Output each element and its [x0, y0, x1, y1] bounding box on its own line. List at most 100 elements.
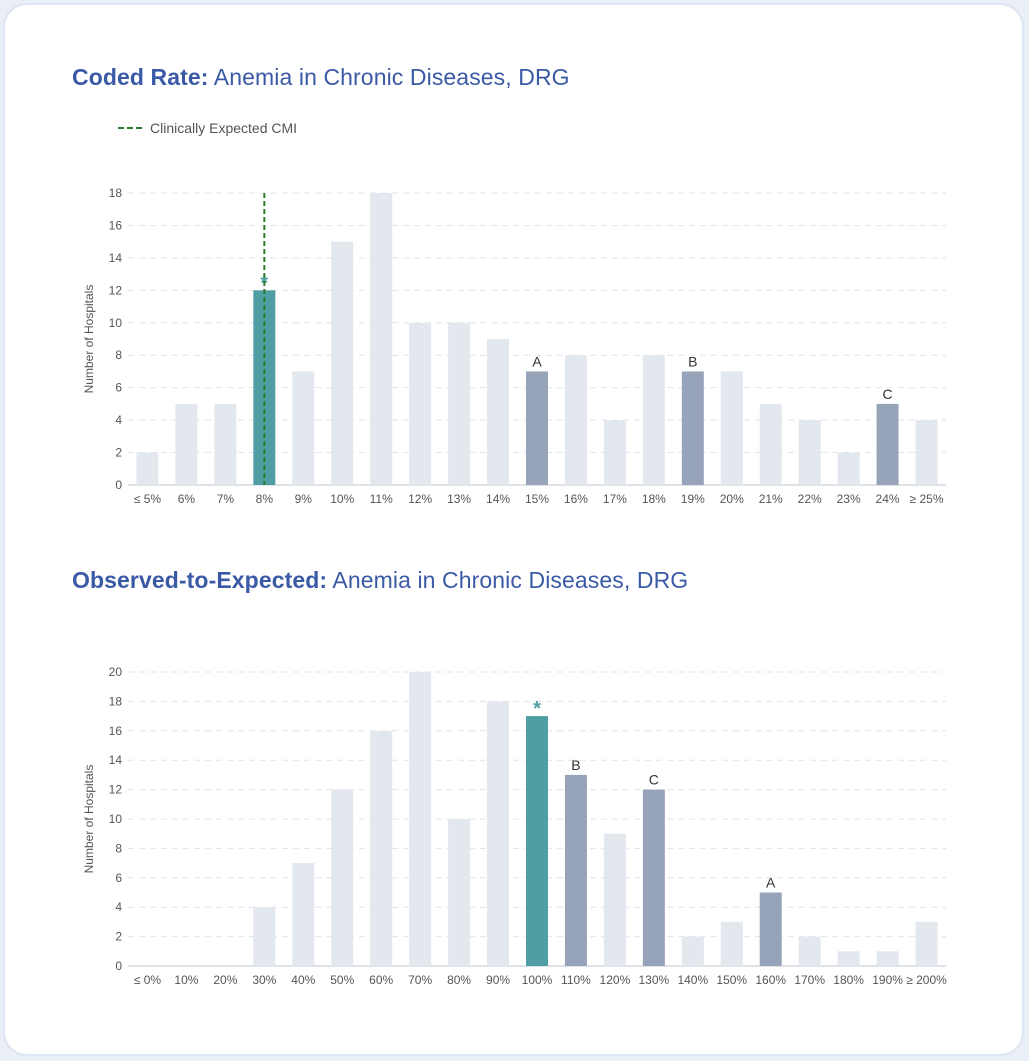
- y-axis-label: Number of Hospitals: [82, 285, 96, 394]
- x-tick-label: 190%: [872, 973, 903, 987]
- x-tick-label: 60%: [369, 973, 393, 987]
- x-tick-label: 170%: [794, 973, 825, 987]
- x-tick-label: 140%: [677, 973, 708, 987]
- chart2-title-bold: Observed-to-Expected:: [72, 567, 328, 593]
- y-tick-label: 8: [115, 348, 122, 362]
- y-tick-label: 12: [109, 283, 123, 297]
- x-tick-label: 16%: [564, 492, 588, 506]
- highlight-marker: *: [533, 698, 541, 720]
- chart2-title-rest: Anemia in Chronic Diseases, DRG: [327, 567, 689, 593]
- x-tick-label: 30%: [252, 973, 276, 987]
- bar: [876, 403, 899, 485]
- x-tick-label: 160%: [755, 973, 786, 987]
- x-tick-label: 40%: [291, 973, 315, 987]
- bar: [253, 907, 276, 966]
- y-tick-label: 0: [115, 959, 122, 973]
- y-tick-label: 16: [109, 218, 123, 232]
- bar: [876, 951, 899, 966]
- bar: [759, 892, 782, 966]
- bar: [915, 420, 938, 485]
- x-tick-label: ≥ 25%: [910, 492, 944, 506]
- expected-line-legend-label: Clinically Expected CMI: [150, 120, 298, 136]
- x-tick-label: 8%: [256, 492, 274, 506]
- expected-line-swatch: [118, 127, 142, 129]
- x-tick-label: 13%: [447, 492, 471, 506]
- y-axis-label: Number of Hospitals: [82, 765, 96, 874]
- x-tick-label: 100%: [522, 973, 553, 987]
- bar: [409, 672, 432, 966]
- x-tick-label: 110%: [561, 973, 591, 987]
- y-tick-label: 6: [115, 381, 122, 395]
- x-tick-label: 17%: [603, 492, 627, 506]
- y-tick-label: 4: [115, 900, 122, 914]
- bar: [448, 322, 471, 485]
- y-tick-label: 18: [109, 694, 123, 708]
- bar: [564, 355, 587, 485]
- x-tick-label: 7%: [217, 492, 235, 506]
- x-tick-label: 50%: [330, 973, 354, 987]
- y-tick-label: 2: [115, 446, 122, 460]
- y-tick-label: 10: [109, 316, 123, 330]
- x-tick-label: ≤ 5%: [134, 492, 162, 506]
- y-tick-label: 0: [115, 478, 122, 492]
- bar: [837, 951, 860, 966]
- x-tick-label: 6%: [178, 492, 196, 506]
- chart1-legend: Clinically Expected CMI: [118, 120, 297, 136]
- x-tick-label: 180%: [833, 973, 864, 987]
- bar: [837, 452, 860, 485]
- y-tick-label: 20: [109, 665, 123, 679]
- peer-label: C: [883, 386, 893, 402]
- x-tick-label: 11%: [370, 492, 393, 506]
- x-tick-label: 23%: [837, 492, 861, 506]
- x-tick-label: 14%: [486, 492, 510, 506]
- observed-to-expected-chart: 0 2 4 6 8 10 12 14 16 18 20 Number of Hospitals ≤ 0%…: [82, 665, 947, 987]
- bar: [642, 789, 665, 966]
- x-tick-label: 10%: [330, 492, 354, 506]
- bar: [370, 730, 393, 966]
- peer-label: B: [688, 353, 697, 369]
- bar: [214, 403, 237, 485]
- x-tick-label: 80%: [447, 973, 471, 987]
- peer-label: B: [571, 757, 580, 773]
- bar: [292, 863, 315, 966]
- x-tick-label: 9%: [295, 492, 313, 506]
- y-tick-label: 6: [115, 871, 122, 885]
- chart1-title: Coded Rate: Anemia in Chronic Diseases, …: [72, 64, 570, 91]
- x-tick-label: 120%: [600, 973, 631, 987]
- x-tick-label: 20%: [720, 492, 744, 506]
- x-tick-label: 19%: [681, 492, 705, 506]
- peer-label: C: [649, 772, 659, 788]
- x-tick-label: 12%: [408, 492, 432, 506]
- y-tick-label: 14: [109, 251, 123, 265]
- bar: [720, 921, 743, 966]
- bar: [331, 789, 354, 966]
- x-tick-label: 18%: [642, 492, 666, 506]
- bar: [681, 936, 704, 966]
- bar: [331, 241, 354, 485]
- chart2-title: Observed-to-Expected: Anemia in Chronic …: [72, 567, 688, 594]
- bar: [681, 371, 704, 485]
- x-tick-label: 150%: [716, 973, 747, 987]
- coded-rate-chart: 0 2 4 6 8 10 12 14 16 18 Number of Hospitals ≤ 5% 6%…: [82, 186, 946, 506]
- x-tick-label: 21%: [759, 492, 783, 506]
- peer-label: A: [766, 875, 776, 891]
- bar: [759, 403, 782, 485]
- y-tick-label: 16: [109, 724, 123, 738]
- bar: [798, 420, 821, 485]
- report-card: [3, 3, 1024, 1056]
- bar: [526, 716, 548, 966]
- y-tick-label: 12: [109, 783, 123, 797]
- x-tick-label: 70%: [408, 973, 432, 987]
- x-tick-label: 22%: [798, 492, 822, 506]
- bar: [798, 936, 821, 966]
- x-tick-label: ≥ 200%: [906, 973, 947, 987]
- bar: [603, 833, 626, 966]
- bar: [526, 371, 548, 485]
- bar: [603, 420, 626, 485]
- y-tick-label: 4: [115, 413, 122, 427]
- bar: [642, 355, 665, 485]
- bar: [915, 921, 938, 966]
- x-tick-label: 15%: [525, 492, 549, 506]
- x-tick-label: 24%: [876, 492, 900, 506]
- chart1-title-rest: Anemia in Chronic Diseases, DRG: [208, 64, 570, 90]
